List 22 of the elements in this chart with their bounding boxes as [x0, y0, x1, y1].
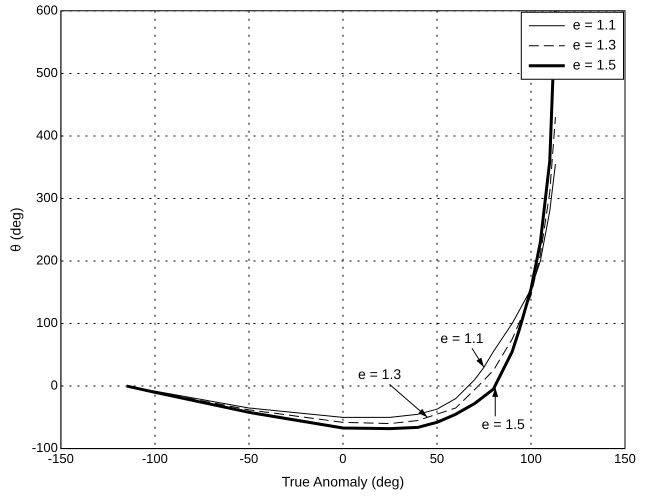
x-tick-label: 50 [430, 450, 444, 466]
legend-label: e = 1.3 [572, 36, 616, 53]
x-tick-label: -100 [142, 450, 168, 466]
y-tick-label: 500 [36, 64, 58, 80]
y-tick-label: 400 [36, 127, 58, 142]
x-tick-label: 100 [520, 450, 542, 466]
annotation: e = 1.1 [440, 330, 484, 346]
y-tick-label: 200 [36, 252, 58, 268]
legend-label: e = 1.5 [572, 56, 616, 73]
y-tick-label: 0 [50, 378, 58, 393]
y-tick-label: 600 [36, 2, 58, 18]
y-tick-label: 100 [36, 315, 58, 330]
y-tick-label: -100 [32, 440, 58, 456]
x-axis-title: True Anomaly (deg) [282, 473, 404, 490]
legend-label: e = 1.1 [572, 16, 616, 33]
x-tick-label: 150 [614, 450, 636, 466]
x-tick-label: -50 [239, 450, 258, 466]
y-axis-title: θ (deg) [7, 208, 24, 252]
y-tick-label: 300 [36, 190, 58, 206]
x-tick-label: 0 [339, 450, 347, 466]
annotation: e = 1.3 [358, 366, 402, 382]
annotation: e = 1.5 [482, 416, 526, 432]
